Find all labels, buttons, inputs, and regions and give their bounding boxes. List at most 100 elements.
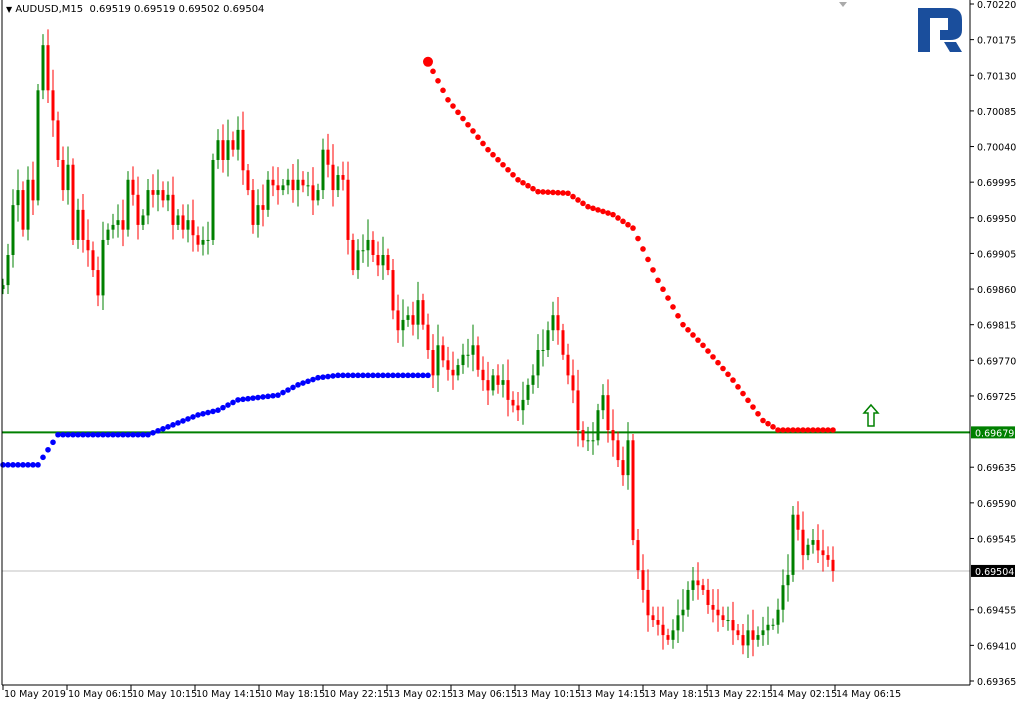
candle-bear (161, 190, 165, 201)
sar-dot-below (115, 431, 121, 438)
candle-bear (816, 540, 820, 551)
price-tick-label: 0.69365 (977, 677, 1016, 688)
candle-bear (516, 405, 520, 411)
candle-bull (166, 194, 170, 201)
candle-bear (271, 179, 275, 186)
sar-dot-above (740, 390, 746, 397)
candle-bear (181, 215, 185, 230)
sar-dot-above (520, 179, 526, 186)
sar-dot-below (200, 410, 206, 417)
candle-bear (341, 175, 345, 180)
candle-bull (76, 209, 80, 240)
sar-dot-below (180, 418, 186, 424)
candle-bear (701, 585, 705, 590)
price-tick-label: 0.69635 (977, 463, 1016, 474)
candle-bull (111, 224, 115, 230)
sar-dot-above (775, 427, 781, 433)
candle-bull (526, 384, 530, 400)
candle-bear (751, 630, 755, 640)
candle-bull (811, 540, 815, 545)
sar-dot-below (300, 380, 306, 386)
candle-bear (386, 255, 390, 271)
sar-dot-above (495, 156, 501, 163)
sar-dot-below (195, 412, 201, 418)
sar-dot-above (565, 190, 571, 197)
time-tick-label: 13 May 18:15 (644, 689, 709, 700)
sar-dot-above (535, 188, 541, 195)
candle-bear (51, 90, 55, 121)
candle-bull (591, 440, 595, 442)
sar-dot-below (410, 372, 416, 379)
candle-bear (661, 624, 665, 636)
candle-bear (241, 129, 245, 171)
sar-dot-below (30, 462, 36, 468)
candle-bear (696, 580, 700, 586)
candle-bull (306, 185, 310, 187)
sar-dot-above (795, 427, 801, 433)
time-tick-label: 10 May 10:15 (132, 689, 197, 700)
sar-dot-above (800, 427, 806, 433)
price-tick-label: 0.70175 (977, 36, 1016, 47)
sar-dot-below (380, 372, 386, 379)
sar-dot-above (455, 109, 461, 116)
sar-dot-below (10, 462, 16, 468)
candle-bear (251, 190, 255, 225)
sar-dot-above (635, 235, 641, 242)
sar-dot-below (65, 431, 71, 438)
candle-bear (621, 460, 625, 476)
price-tick-label: 0.69950 (977, 214, 1016, 225)
sar-dot-below (310, 376, 316, 383)
candle-bear (616, 440, 620, 461)
sar-dot-below (80, 431, 86, 438)
candle-bear (481, 369, 485, 381)
sar-dot-below (330, 373, 336, 379)
sar-dot-below (290, 384, 296, 391)
sar-dot-below (320, 374, 326, 380)
candle-bull (281, 185, 285, 191)
candle-bull (366, 239, 370, 251)
candle-bear (651, 615, 655, 621)
sar-dot-above (475, 134, 481, 141)
sar-dot-above (670, 304, 676, 310)
candle-bear (261, 205, 265, 210)
price-tick-label: 0.69905 (977, 249, 1016, 260)
candle-bear (451, 369, 455, 376)
sar-dot-below (70, 431, 76, 438)
sar-dot-below (40, 454, 46, 461)
sar-dot-below (250, 395, 256, 401)
sar-dot-above (480, 140, 486, 147)
candle-bear (496, 375, 500, 385)
sar-dot-below (235, 397, 241, 403)
candle-bull (316, 190, 320, 201)
arrow-up-outline-icon[interactable] (862, 403, 880, 427)
time-tick-label: 10 May 22:15 (324, 689, 389, 700)
candle-bull (726, 620, 730, 622)
candle-bear (736, 630, 740, 636)
sar-dot-above (715, 359, 721, 366)
candle-bear (31, 179, 35, 201)
level-price-badge (971, 426, 1015, 439)
candle-bull (186, 220, 190, 230)
candle-bear (606, 395, 610, 430)
candle-bear (276, 185, 280, 191)
price-tick-label: 0.69860 (977, 285, 1016, 296)
candle-bull (456, 365, 460, 376)
candle-bear (561, 330, 565, 355)
sar-dot-above (650, 267, 656, 273)
price-tick-label: 0.69545 (977, 534, 1016, 545)
candle-bear (351, 239, 355, 271)
sar-dot-above (560, 190, 566, 196)
candle-bear (291, 179, 295, 191)
candle-bull (406, 315, 410, 320)
triangle-down-icon[interactable]: ▼ (6, 5, 13, 14)
candle-bull (586, 440, 590, 442)
candle-bull (16, 190, 20, 206)
candle-bull (286, 179, 290, 186)
sar-dot-above (600, 208, 606, 215)
sar-dot-below (170, 422, 176, 428)
candle-bear (151, 190, 155, 195)
sar-dot-above (755, 410, 761, 417)
time-tick-label: 10 May 06:15 (68, 689, 133, 700)
price-tick-label: 0.69770 (977, 356, 1016, 367)
